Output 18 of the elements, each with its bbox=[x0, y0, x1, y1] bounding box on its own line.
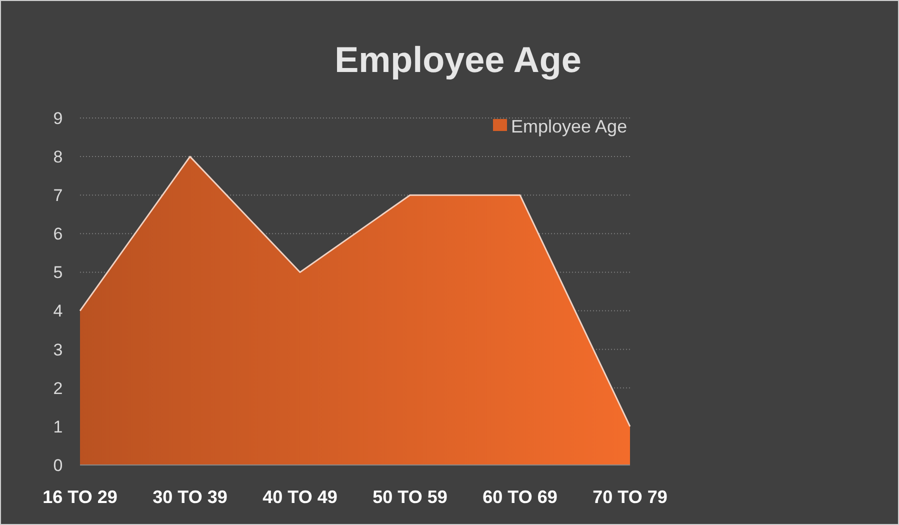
x-tick-label: 60 TO 69 bbox=[482, 487, 558, 507]
y-tick-label: 4 bbox=[53, 302, 63, 321]
y-tick-label: 1 bbox=[53, 417, 63, 436]
y-tick-label: 0 bbox=[53, 456, 63, 475]
y-tick-label: 8 bbox=[53, 148, 63, 167]
x-tick-label: 16 TO 29 bbox=[42, 487, 118, 507]
x-tick-label: 40 TO 49 bbox=[262, 487, 338, 507]
x-tick-label: 70 TO 79 bbox=[592, 487, 668, 507]
y-tick-label: 5 bbox=[53, 263, 63, 282]
y-tick-label: 6 bbox=[53, 224, 63, 244]
x-tick-label: 50 TO 59 bbox=[372, 487, 448, 507]
x-tick-label: 30 TO 39 bbox=[152, 487, 228, 507]
y-tick-label: 2 bbox=[53, 378, 63, 398]
chart-title: Employee Age bbox=[334, 39, 582, 80]
y-tick-label: 3 bbox=[53, 340, 63, 360]
y-tick-label: 7 bbox=[53, 186, 63, 206]
legend-label: Employee Age bbox=[511, 116, 628, 136]
y-tick-label: 9 bbox=[53, 108, 63, 128]
